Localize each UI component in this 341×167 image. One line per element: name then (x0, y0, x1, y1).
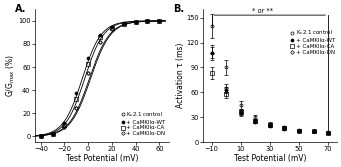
Y-axis label: Activation τ (ms): Activation τ (ms) (176, 43, 185, 109)
Legend: K$_v$2.1 control, + CaMKIIα-WT, + CaMKIIα-CA, + CaMKIIα-DN: K$_v$2.1 control, + CaMKIIα-WT, + CaMKII… (290, 28, 336, 56)
X-axis label: Test Potential (mV): Test Potential (mV) (234, 154, 306, 163)
Text: * or **: * or ** (252, 8, 273, 14)
Text: B.: B. (174, 4, 184, 14)
X-axis label: Test Potential (mV): Test Potential (mV) (65, 154, 138, 163)
Legend: K$_v$2.1 control, + CaMKIIα-WT, + CaMKIIα-CA, + CaMKIIα-DN: K$_v$2.1 control, + CaMKIIα-WT, + CaMKII… (121, 109, 166, 137)
Text: A.: A. (15, 4, 26, 14)
Y-axis label: G/G$_{max}$ (%): G/G$_{max}$ (%) (4, 54, 17, 98)
